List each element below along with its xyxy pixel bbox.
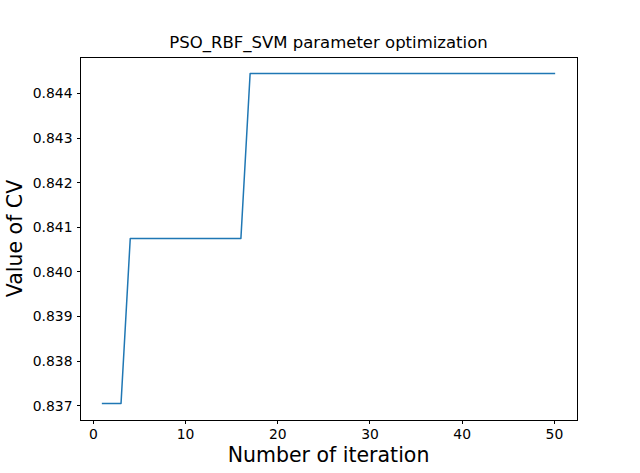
y-axis-ticks: 0.837 0.838 0.839 0.840 0.841 0.842 0.843 0.844: [33, 85, 80, 413]
y-tick-label: 0.844: [33, 85, 73, 101]
x-tick-label: 10: [177, 426, 195, 442]
y-axis-label: Value of CV: [3, 180, 27, 297]
x-tick-label: 0: [89, 426, 98, 442]
y-tick-label: 0.838: [33, 353, 73, 369]
chart-title: PSO_RBF_SVM parameter optimization: [169, 33, 487, 53]
figure: 01020304050 0.8370.8380.8390.8400.8410.8…: [0, 0, 640, 473]
y-tick-label: 0.843: [33, 130, 73, 146]
x-tick-label: 20: [269, 426, 287, 442]
y-tick-label: 0.839: [33, 308, 73, 324]
x-axis-ticks: 0 10 20 30 40 50: [89, 420, 563, 442]
chart-canvas: 01020304050 0.8370.8380.8390.8400.8410.8…: [0, 0, 640, 473]
x-tick-label: 40: [453, 426, 471, 442]
y-tick-label: 0.837: [33, 398, 73, 414]
y-tick-label: 0.842: [33, 175, 73, 191]
y-tick-label: 0.840: [33, 264, 73, 280]
data-line: [103, 74, 555, 404]
y-tick-label: 0.841: [33, 219, 73, 235]
x-tick-label: 30: [361, 426, 379, 442]
x-tick-label: 50: [546, 426, 564, 442]
x-axis-label: Number of iteration: [228, 443, 430, 467]
